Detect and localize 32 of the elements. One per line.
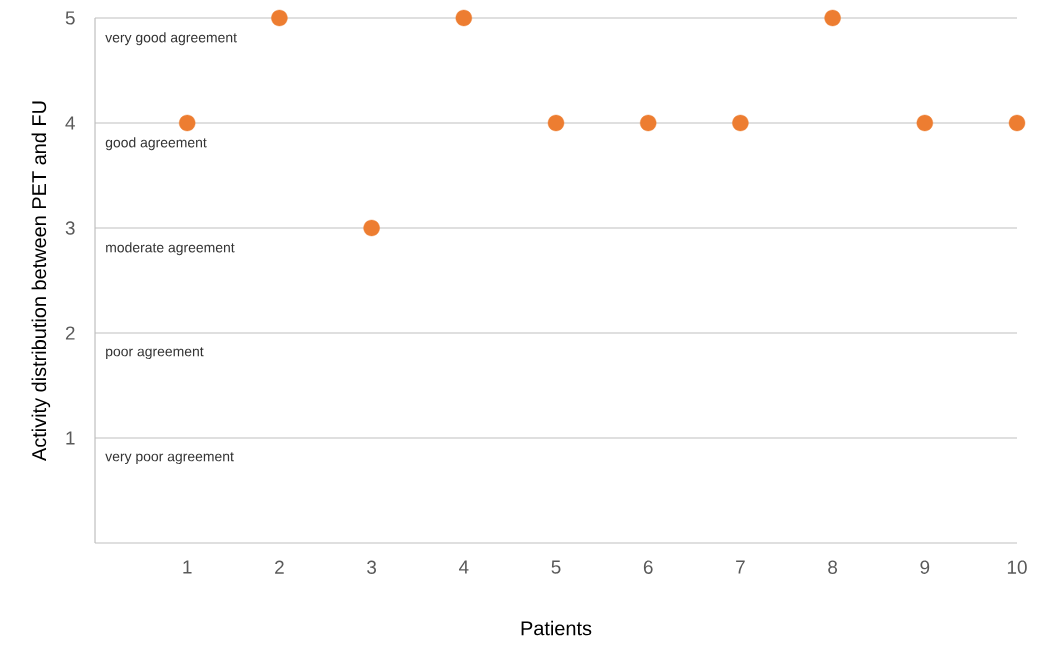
x-tick-label: 1 (183, 560, 192, 574)
point (547, 114, 565, 132)
point (916, 114, 934, 132)
y-tick-label: 4 (65, 116, 75, 130)
point (1008, 114, 1026, 132)
y-tick-label: 3 (65, 221, 75, 235)
point (271, 9, 288, 27)
annotation: good agreement (105, 137, 207, 151)
x-tick-label: 5 (551, 560, 561, 574)
y-axis-title: Activity distribution between PET and FU (31, 101, 51, 461)
x-tick-label: 8 (828, 560, 838, 574)
x-tick-label: 6 (643, 560, 653, 574)
point (179, 114, 196, 132)
annotation: poor agreement (106, 347, 204, 360)
x-tick-label: 3 (367, 560, 377, 574)
annotation: moderate agreement (106, 242, 235, 256)
x-tick-label: 7 (736, 560, 745, 574)
x-tick-label: 2 (275, 560, 284, 574)
annotation: very good agreement (105, 32, 237, 46)
y-tick-label: 2 (65, 326, 75, 340)
point (824, 9, 841, 27)
point (455, 9, 473, 27)
point (732, 114, 749, 132)
x-tick-label: 9 (920, 560, 930, 574)
x-tick-label: 4 (458, 560, 469, 574)
point (640, 114, 657, 132)
annotation: very poor agreement (105, 452, 234, 465)
x-axis-title: Patients (521, 620, 592, 636)
point (363, 219, 380, 237)
y-tick-label: 1 (66, 431, 75, 445)
y-tick-label: 5 (65, 11, 75, 25)
x-tick-label: 10 (1007, 560, 1027, 574)
